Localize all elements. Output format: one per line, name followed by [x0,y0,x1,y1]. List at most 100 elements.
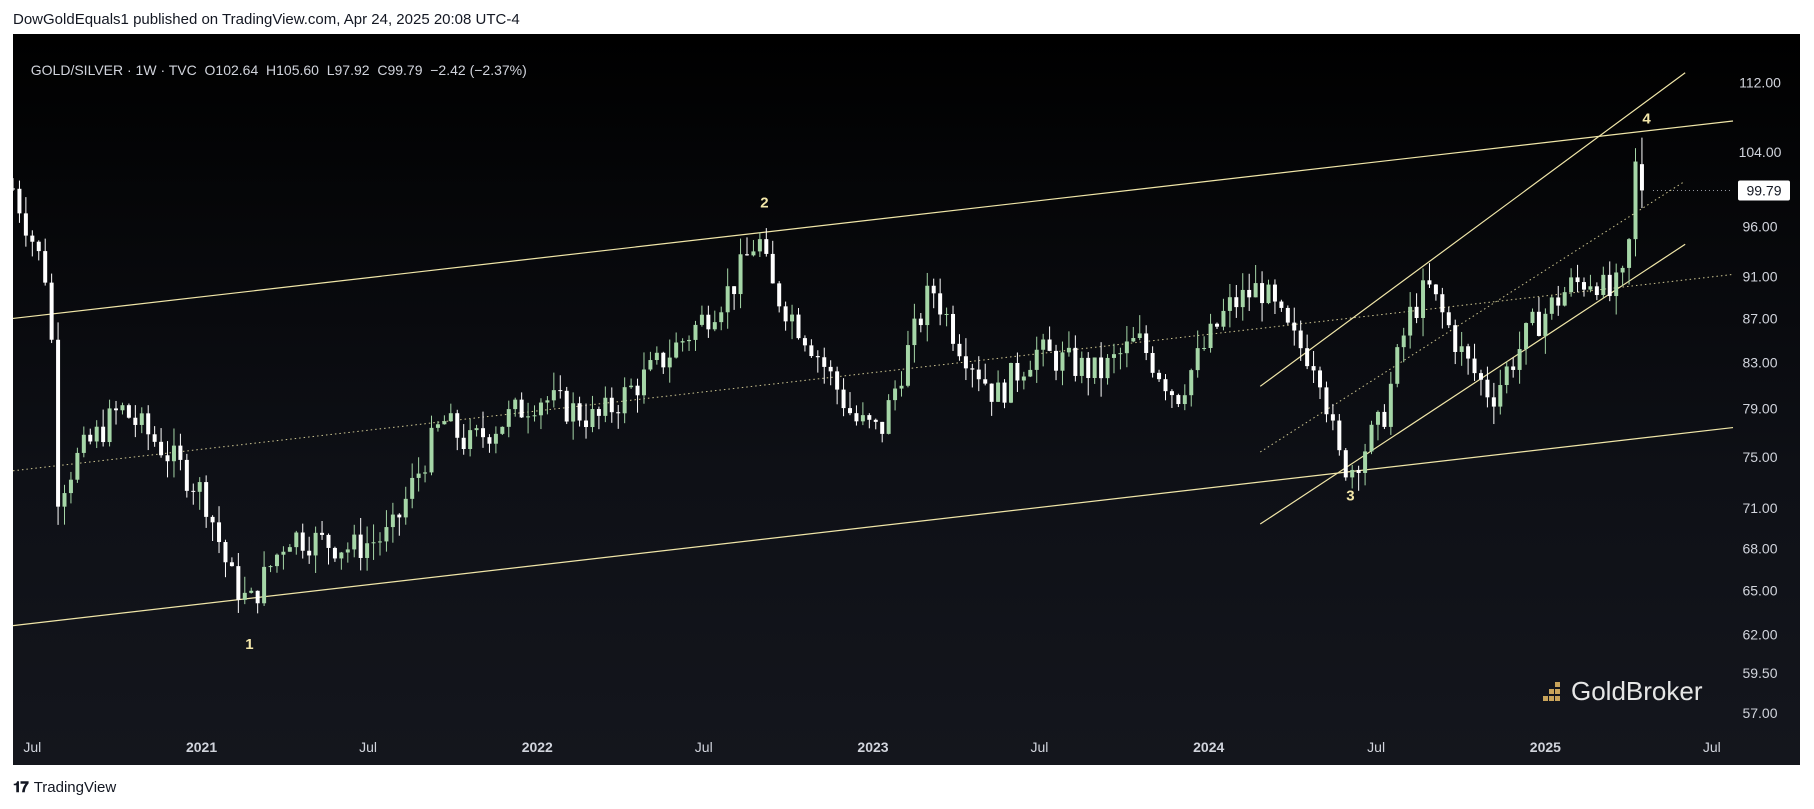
candle-body[interactable] [448,413,453,422]
candle-body[interactable] [1298,330,1303,349]
candle-body[interactable] [963,356,968,369]
candle-body[interactable] [635,385,640,396]
candle-body[interactable] [1639,164,1644,191]
candle-body[interactable] [455,413,460,438]
candle-body[interactable] [1137,333,1142,339]
candle-body[interactable] [564,390,569,422]
candle-body[interactable] [1034,349,1039,370]
candle-body[interactable] [178,445,183,460]
candle-body[interactable] [526,416,531,418]
candle-body[interactable] [1343,450,1348,478]
candle-body[interactable] [229,562,234,567]
candle-body[interactable] [62,493,67,507]
candle-body[interactable] [1524,323,1529,350]
candle-body[interactable] [1092,357,1097,379]
candle-body[interactable] [500,426,505,434]
candle-body[interactable] [654,352,659,361]
candle-body[interactable] [1375,411,1380,425]
candle-body[interactable] [1549,297,1554,314]
candle-body[interactable] [107,408,112,443]
candle-body[interactable] [835,371,840,390]
candle-body[interactable] [1169,391,1174,396]
candle-body[interactable] [371,542,376,544]
symbol-legend[interactable]: GOLD/SILVER · 1W · TVC O102.64 H105.60 L… [23,46,527,78]
candle-body[interactable] [1189,370,1194,396]
candle-body[interactable] [281,551,286,555]
candle-body[interactable] [384,527,389,542]
candle-body[interactable] [159,441,164,456]
candle-body[interactable] [1491,397,1496,407]
candle-body[interactable] [133,417,138,425]
candle-body[interactable] [1588,286,1593,290]
candle-body[interactable] [326,534,331,548]
candle-body[interactable] [989,383,994,402]
candle-body[interactable] [976,369,981,380]
candle-body[interactable] [1330,414,1335,421]
candle-body[interactable] [481,428,486,438]
candle-body[interactable] [397,514,402,518]
candle-body[interactable] [1260,283,1265,304]
candle-body[interactable] [1504,366,1509,386]
candle-body[interactable] [1543,313,1548,336]
candle-body[interactable] [236,566,241,600]
candle-body[interactable] [1073,347,1078,376]
candle-body[interactable] [442,421,447,425]
candle-body[interactable] [49,282,54,340]
candle-body[interactable] [1478,373,1483,380]
candle-body[interactable] [1517,349,1522,370]
candle-body[interactable] [139,413,144,425]
candle-body[interactable] [1485,379,1490,398]
candle-body[interactable] [1594,286,1599,296]
tradingview-label[interactable]: TradingView [33,779,117,796]
candle-body[interactable] [545,400,550,403]
candle-body[interactable] [1427,280,1432,285]
candle-body[interactable] [1433,284,1438,295]
candle-body[interactable] [1041,339,1046,350]
candle-body[interactable] [629,385,634,388]
candle-body[interactable] [880,421,885,434]
candle-body[interactable] [848,408,853,414]
candle-body[interactable] [1234,297,1239,308]
candle-body[interactable] [809,345,814,357]
footer[interactable]: 𝟏𝟕 TradingView [13,779,116,796]
candle-body[interactable] [738,254,743,295]
candle-body[interactable] [1556,297,1561,306]
candle-body[interactable] [11,188,15,190]
candle-body[interactable] [1363,451,1368,473]
candle-body[interactable] [68,479,73,494]
candle-body[interactable] [217,522,222,543]
candle-body[interactable] [377,541,382,543]
candle-body[interactable] [487,437,492,444]
candle-body[interactable] [1015,362,1020,381]
candle-body[interactable] [255,590,260,604]
candle-body[interactable] [1459,346,1464,352]
candle-body[interactable] [899,385,904,389]
candle-body[interactable] [1607,274,1612,297]
candle-body[interactable] [1021,376,1026,381]
trendline-outer-mid[interactable] [12,273,1734,472]
candle-body[interactable] [1272,284,1277,302]
candle-body[interactable] [429,427,434,473]
candle-body[interactable] [828,366,833,372]
candle-body[interactable] [873,419,878,422]
candle-body[interactable] [577,403,582,421]
candle-body[interactable] [641,369,646,396]
candle-body[interactable] [822,357,827,367]
candle-body[interactable] [1131,338,1136,342]
candle-body[interactable] [912,318,917,346]
candle-body[interactable] [1144,333,1149,354]
candle-body[interactable] [1305,348,1310,367]
candle-body[interactable] [1581,282,1586,290]
candle-body[interactable] [513,399,518,410]
candle-body[interactable] [931,285,936,294]
trendline-inner-upper[interactable] [1259,72,1686,387]
candle-body[interactable] [944,313,949,315]
candle-body[interactable] [1498,385,1503,407]
candle-body[interactable] [75,452,80,480]
trendline-outer-lower[interactable] [12,426,1734,627]
candle-body[interactable] [1356,469,1361,473]
candle-body[interactable] [951,313,956,344]
candle-body[interactable] [1562,292,1567,306]
candle-body[interactable] [1086,357,1091,379]
candle-body[interactable] [590,409,595,428]
